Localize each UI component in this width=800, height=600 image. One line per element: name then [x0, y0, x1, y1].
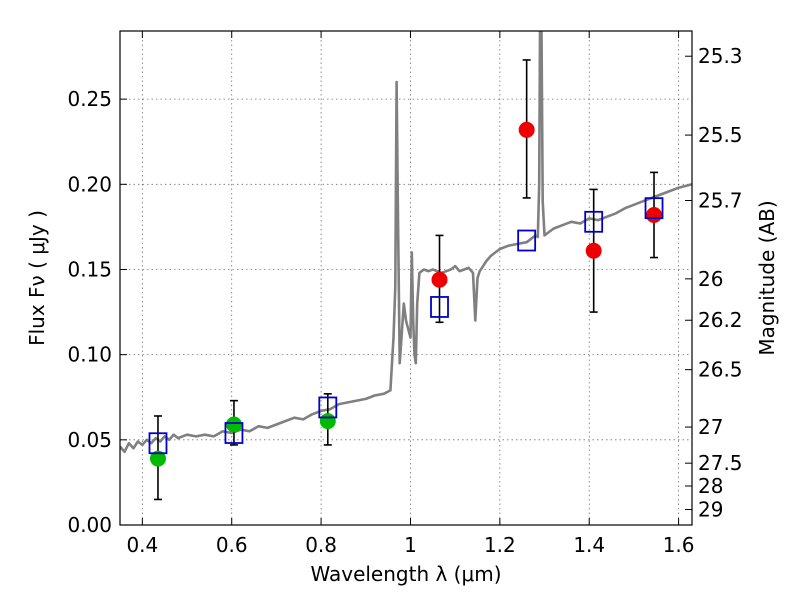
data-point [585, 242, 602, 259]
x-tick-label: 1.4 [573, 533, 605, 557]
right-tick-label: 27 [698, 415, 723, 439]
x-tick-label: 1 [404, 533, 417, 557]
data-point [518, 121, 535, 138]
data-point [225, 416, 242, 433]
y-tick-label: 0.00 [67, 513, 112, 537]
right-tick-label: 27.5 [698, 451, 743, 475]
model-point [318, 396, 338, 419]
y-axis-right-title: Magnitude (AB) [755, 200, 779, 355]
data-point [149, 450, 166, 467]
x-axis-title: Wavelength λ (μm) [310, 562, 501, 586]
model-point [430, 296, 449, 318]
x-tick-label: 1.2 [484, 533, 516, 557]
plot-frame [119, 30, 693, 526]
model-point [517, 229, 537, 252]
sed-line [120, 31, 692, 454]
x-tick-label: 0.6 [216, 533, 248, 557]
model-point [148, 432, 168, 455]
x-tick-label: 0.4 [126, 533, 158, 557]
model-point [584, 210, 604, 233]
right-tick-label: 28 [698, 474, 723, 498]
y-tick-label: 0.10 [67, 343, 112, 367]
right-tick-label: 26.2 [698, 308, 743, 332]
y-tick-label: 0.15 [67, 257, 112, 281]
right-tick-label: 26 [698, 267, 723, 291]
y-axis-title: Flux Fν ( μJy ) [25, 210, 49, 346]
y-tick-label: 0.25 [67, 87, 112, 111]
series-layer [120, 31, 692, 501]
x-tick-label: 0.8 [305, 533, 337, 557]
right-tick-label: 25.5 [698, 123, 743, 147]
model-point [224, 422, 244, 444]
ticks: 0.4 0.6 0.8 1 1.2 1.4 1.6 0.00 0.05 0.10 0.15 0.20 0… [67, 31, 743, 557]
data-point [646, 206, 663, 223]
data-point [431, 271, 448, 288]
y-tick-label: 0.05 [67, 428, 112, 452]
y-tick-label: 0.20 [67, 172, 112, 196]
model-point [644, 197, 664, 220]
right-tick-label: 25.3 [698, 44, 743, 68]
right-tick-label: 26.5 [698, 358, 743, 382]
right-tick-label: 25.7 [698, 188, 743, 212]
x-tick-label: 1.6 [663, 533, 695, 557]
right-tick-label: 29 [698, 497, 723, 521]
grid [120, 31, 692, 525]
data-point [319, 413, 336, 430]
